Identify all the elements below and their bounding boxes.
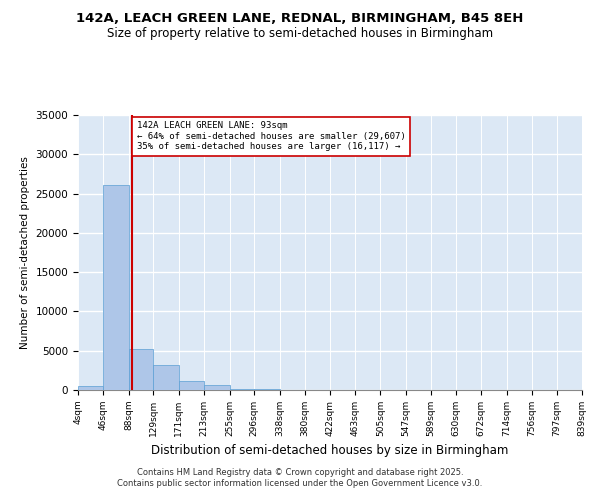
Text: 142A LEACH GREEN LANE: 93sqm
← 64% of semi-detached houses are smaller (29,607)
: 142A LEACH GREEN LANE: 93sqm ← 64% of se… [137, 122, 405, 151]
Bar [179, 380, 204, 390]
Bar [103, 185, 129, 390]
Bar [204, 386, 230, 390]
Bar [129, 349, 154, 390]
Bar [154, 365, 179, 390]
Bar [78, 386, 103, 390]
Text: Contains HM Land Registry data © Crown copyright and database right 2025.
Contai: Contains HM Land Registry data © Crown c… [118, 468, 482, 487]
Text: Size of property relative to semi-detached houses in Birmingham: Size of property relative to semi-detach… [107, 28, 493, 40]
Text: 142A, LEACH GREEN LANE, REDNAL, BIRMINGHAM, B45 8EH: 142A, LEACH GREEN LANE, REDNAL, BIRMINGH… [76, 12, 524, 26]
Bar [230, 389, 254, 390]
X-axis label: Distribution of semi-detached houses by size in Birmingham: Distribution of semi-detached houses by … [151, 444, 509, 458]
Y-axis label: Number of semi-detached properties: Number of semi-detached properties [20, 156, 30, 349]
